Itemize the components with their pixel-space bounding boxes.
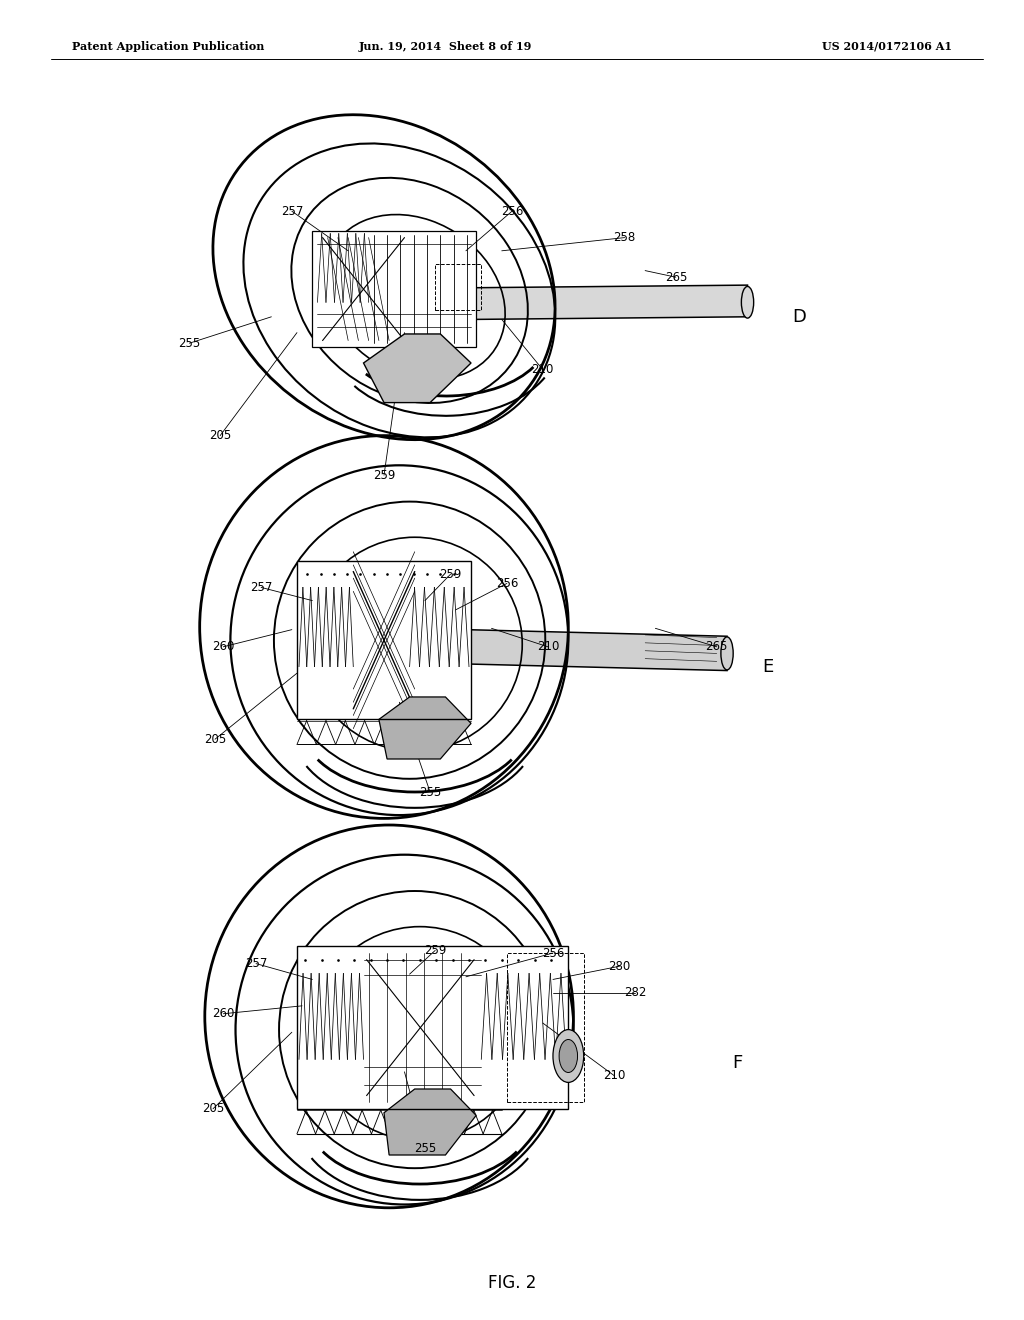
Text: 205: 205 [209, 429, 231, 442]
Ellipse shape [213, 829, 586, 1217]
Polygon shape [384, 1089, 476, 1155]
FancyBboxPatch shape [297, 561, 471, 719]
Text: 260: 260 [212, 640, 234, 653]
Text: US 2014/0172106 A1: US 2014/0172106 A1 [822, 41, 952, 51]
Text: 259: 259 [439, 568, 462, 581]
Text: 282: 282 [624, 986, 646, 999]
Text: 210: 210 [531, 363, 554, 376]
Text: 265: 265 [665, 271, 687, 284]
Text: 260: 260 [212, 1007, 234, 1020]
Text: 257: 257 [245, 957, 267, 970]
Ellipse shape [207, 438, 582, 829]
Text: 265: 265 [706, 640, 728, 653]
FancyBboxPatch shape [312, 231, 476, 347]
Text: 259: 259 [424, 944, 446, 957]
Text: F: F [732, 1053, 742, 1072]
Text: 259: 259 [373, 469, 395, 482]
FancyBboxPatch shape [297, 946, 568, 1109]
Text: 255: 255 [178, 337, 201, 350]
Text: D: D [792, 308, 806, 326]
Text: 256: 256 [501, 205, 523, 218]
Text: 256: 256 [542, 946, 564, 960]
Text: FIG. 2: FIG. 2 [487, 1274, 537, 1292]
Text: 205: 205 [204, 733, 226, 746]
Ellipse shape [741, 286, 754, 318]
Text: Patent Application Publication: Patent Application Publication [72, 41, 264, 51]
Text: 205: 205 [202, 1102, 224, 1115]
Text: E: E [763, 657, 773, 676]
Ellipse shape [553, 1030, 584, 1082]
Text: 257: 257 [250, 581, 272, 594]
Text: 280: 280 [608, 960, 631, 973]
Text: 256: 256 [496, 577, 518, 590]
Text: 258: 258 [613, 231, 636, 244]
Text: Jun. 19, 2014  Sheet 8 of 19: Jun. 19, 2014 Sheet 8 of 19 [358, 41, 532, 51]
Ellipse shape [559, 1040, 578, 1072]
Polygon shape [471, 285, 748, 319]
Ellipse shape [225, 124, 563, 444]
Polygon shape [364, 334, 471, 403]
Text: 255: 255 [419, 785, 441, 799]
Text: 210: 210 [537, 640, 559, 653]
Polygon shape [466, 630, 727, 671]
Polygon shape [379, 697, 471, 759]
Text: 257: 257 [281, 205, 303, 218]
Text: 255: 255 [414, 1142, 436, 1155]
Text: 210: 210 [603, 1069, 626, 1082]
Ellipse shape [721, 636, 733, 671]
